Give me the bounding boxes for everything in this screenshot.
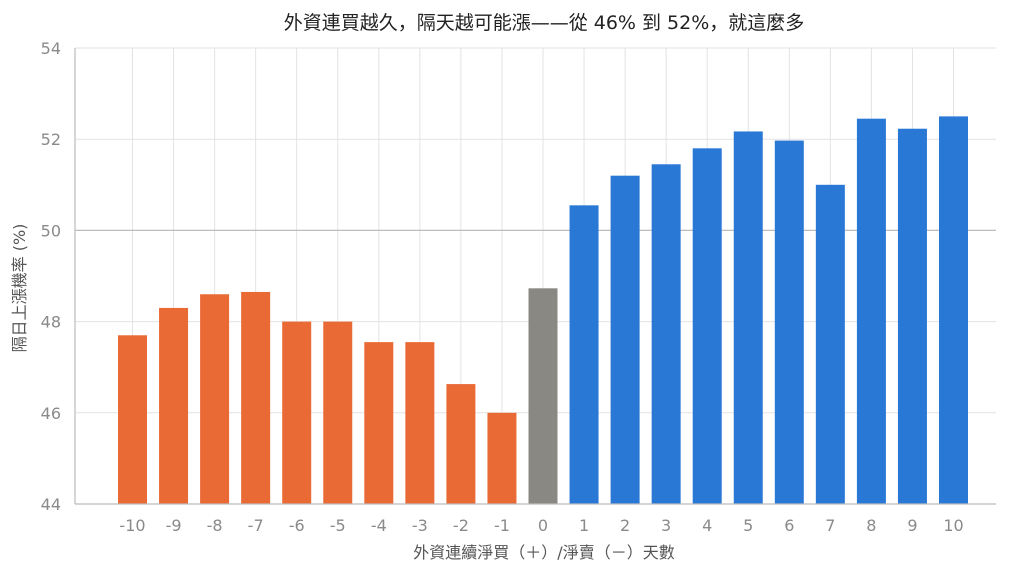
x-tick-label: 8 — [866, 516, 876, 535]
bar — [405, 342, 435, 504]
x-tick-label: 7 — [825, 516, 835, 535]
x-tick-label: 3 — [661, 516, 671, 535]
x-tick-label: -5 — [330, 516, 346, 535]
x-tick-label: -2 — [453, 516, 469, 535]
bar — [446, 384, 476, 504]
bar — [651, 164, 681, 504]
x-tick-label: 5 — [743, 516, 753, 535]
y-tick-label: 48 — [41, 313, 61, 332]
bar — [487, 412, 517, 504]
bar — [774, 140, 804, 504]
x-tick-label: 6 — [784, 516, 794, 535]
x-tick-label: -8 — [207, 516, 223, 535]
x-tick-label: 4 — [702, 516, 712, 535]
bar — [856, 118, 886, 505]
bar — [692, 148, 722, 504]
bar — [939, 116, 968, 505]
x-tick-label: 1 — [579, 516, 589, 535]
x-tick-label: -9 — [166, 516, 182, 535]
bar — [241, 291, 271, 504]
y-tick-labels: 44 46 48 50 52 54 — [41, 39, 61, 514]
bar — [610, 175, 640, 504]
bar — [815, 184, 845, 505]
x-tick-label: 0 — [538, 516, 548, 535]
x-tick-label: -7 — [248, 516, 264, 535]
bar — [159, 307, 189, 504]
y-tick-label: 46 — [41, 404, 61, 423]
bars — [118, 116, 968, 505]
x-axis-label: 外資連續淨買（＋）/淨賣（－）天數 — [413, 543, 674, 562]
bar — [118, 335, 147, 504]
y-tick-label: 52 — [41, 130, 61, 149]
x-tick-labels: -10 -9 -8 -7 -6 -5 -4 -3 -2 -1 0 1 2 3 4 5 6 7 8 9 10 — [119, 516, 963, 535]
bar — [733, 131, 763, 504]
x-tick-label: -10 — [119, 516, 145, 535]
x-tick-label: 10 — [943, 516, 963, 535]
bar — [200, 294, 230, 504]
x-tick-label: -6 — [289, 516, 305, 535]
y-axis-label: 隔日上漲機率 (%) — [10, 224, 29, 353]
chart-title: 外資連買越久，隔天越可能漲——從 46% 到 52%，就這麼多 — [284, 12, 805, 34]
x-tick-label: -3 — [412, 516, 428, 535]
y-tick-label: 54 — [41, 39, 61, 58]
x-tick-label: -4 — [371, 516, 387, 535]
x-tick-label: -1 — [494, 516, 510, 535]
bar — [282, 321, 312, 504]
bar — [897, 128, 927, 504]
y-tick-label: 44 — [41, 495, 61, 514]
bar — [364, 342, 394, 504]
bar — [528, 288, 558, 504]
x-tick-label: 2 — [620, 516, 630, 535]
bar — [323, 321, 353, 504]
x-tick-label: 9 — [907, 516, 917, 535]
bar — [569, 205, 599, 504]
y-tick-label: 50 — [41, 221, 61, 240]
